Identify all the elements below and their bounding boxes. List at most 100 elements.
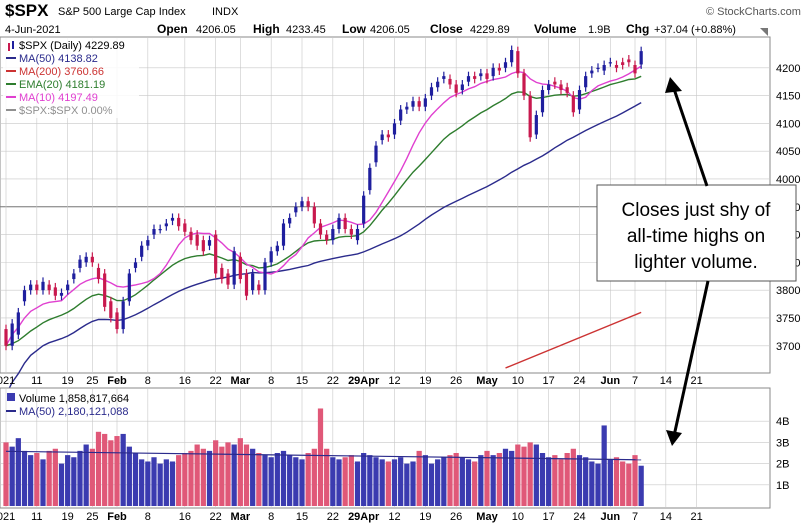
volume-bar [77,450,83,506]
legend-background [3,38,139,118]
x-tick-label: 29Apr [348,511,380,523]
candle-body [454,84,458,93]
candle [429,82,434,101]
x-tick-label: 12 [388,375,400,387]
candle-body [238,256,242,280]
candle-body [639,51,643,65]
candle-body [84,256,88,263]
volume-bar [546,457,552,506]
candle-body [170,217,175,221]
candle [183,219,187,237]
candle [257,280,261,295]
volume-bar [132,453,139,506]
x-tick-label: 12 [388,511,400,523]
candle [621,57,625,70]
volume-bar [114,436,120,506]
volume-bar [453,453,459,506]
x-tick-label: 19 [419,511,431,523]
volume-ma50-line [5,450,642,461]
candle [331,224,335,245]
volume-bar [613,457,620,506]
candle-body [368,167,372,191]
volume-bar [502,448,509,506]
volume-bar [9,446,15,506]
candle-body [547,84,551,91]
x-tick-label: 16 [179,511,191,523]
volume-bar [71,457,77,506]
candle [281,219,286,251]
collapse-icon[interactable] [760,28,768,36]
candle [362,191,366,228]
candle [454,80,458,98]
x-tick-label: 25 [86,511,98,523]
candle-body [392,123,397,135]
volume-bar [589,461,595,506]
candle [232,246,236,290]
candle [355,224,360,245]
candle [547,80,551,95]
volume-bar [250,448,256,506]
ma200-line [505,311,642,369]
symbol-title: $SPX [5,1,49,20]
candle [226,269,230,290]
candle [263,257,267,295]
volume-bar [58,463,65,506]
volume-bar [595,463,601,506]
candle [528,91,532,142]
volume-bar [336,459,342,506]
volume-bar [570,448,576,506]
x-tick-label: 19 [62,375,74,387]
candle [417,96,421,112]
x-tick-label: 14 [660,375,672,387]
volume-bar [268,457,274,506]
x-tick-label: 21 [691,511,703,523]
volume-tick-label: 1B [776,480,789,492]
x-tick-label: 21 [691,375,703,387]
candle [312,202,316,228]
volume-bar [465,459,472,506]
candle-body [22,290,27,302]
candle [614,60,619,73]
volume-bar [65,455,71,506]
low-value: 4206.05 [370,24,410,36]
x-tick-label: Mar [231,511,251,523]
x-tick-label: 15 [296,375,308,387]
candle [436,77,440,92]
candle-body [66,284,70,291]
close-value: 4229.89 [470,24,510,36]
volume-bar [564,453,570,506]
candle [4,324,8,351]
volume-bar [15,438,21,506]
volume-bar [151,457,157,506]
candle-body [602,65,606,71]
candle [497,63,501,76]
candle [571,91,575,117]
x-tick-label: Jun [601,375,621,387]
candle-body [491,67,495,77]
candle [10,319,14,351]
x-tick-label: 8 [145,375,151,387]
moving-averages [5,65,642,396]
candle-body [294,206,298,213]
candle [540,85,545,117]
candle [491,63,495,81]
volume-bar [539,453,546,506]
legend-entry: MA(10) 4197.49 [19,92,98,104]
candle [275,241,279,256]
candle [96,263,101,284]
candle-body [16,312,20,335]
x-tick-label: Feb [107,375,127,387]
low-label: Low [342,22,367,36]
candle [127,269,131,306]
x-tick-label: Feb [107,511,127,523]
legend-entry: MA(200) 3760.66 [19,66,104,78]
x-tick-label: 24 [573,511,585,523]
volume-bar [583,457,589,506]
candle-body [207,240,212,246]
candle-body [195,234,199,246]
candle-body [133,262,138,268]
candle [16,307,20,340]
candle [627,55,631,67]
x-tick-label: 021 [0,511,15,523]
volume-bar [194,444,200,506]
